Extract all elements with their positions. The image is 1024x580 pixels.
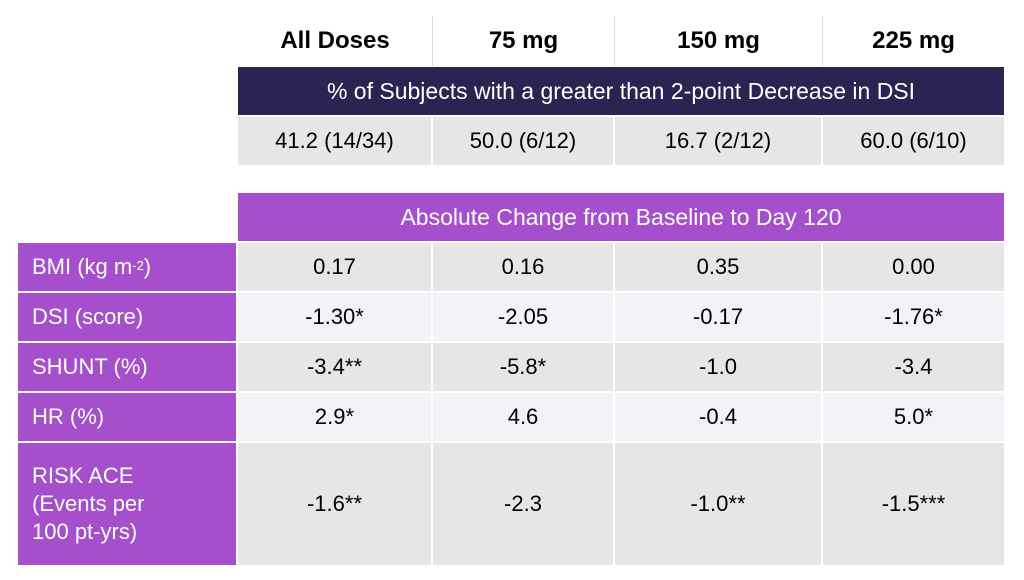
row-label-line: 100 pt-yrs) bbox=[32, 519, 138, 544]
cell-shunt-75: -5.8* bbox=[433, 343, 613, 391]
cell-bmi-all: 0.17 bbox=[238, 243, 431, 291]
cell-risk-all: -1.6** bbox=[238, 443, 431, 565]
cell-risk-150: -1.0** bbox=[615, 443, 821, 565]
row-label-bmi: BMI (kg m -2) bbox=[18, 243, 236, 291]
cell-hr-150: -0.4 bbox=[615, 393, 821, 441]
cell-dsi-150: -0.17 bbox=[615, 293, 821, 341]
header-225mg: 225 mg bbox=[822, 16, 1004, 66]
cell-bmi-225: 0.00 bbox=[823, 243, 1004, 291]
cell-dsi-75: -2.05 bbox=[433, 293, 613, 341]
row-label-text: BMI (kg m bbox=[32, 254, 133, 279]
section-title: Absolute Change from Baseline to Day 120 bbox=[238, 193, 1004, 241]
row-label-superscript: -2 bbox=[132, 257, 144, 273]
cell-shunt-all: -3.4** bbox=[238, 343, 431, 391]
cell-risk-225: -1.5*** bbox=[823, 443, 1004, 565]
cell-bmi-75: 0.16 bbox=[433, 243, 613, 291]
cell-dsi-all: -1.30* bbox=[238, 293, 431, 341]
cell-risk-75: -2.3 bbox=[433, 443, 613, 565]
row-label-line: RISK ACE bbox=[32, 463, 134, 488]
row-label-risk-ace: RISK ACE (Events per 100 pt-yrs) bbox=[18, 443, 236, 565]
cell-shunt-225: -3.4 bbox=[823, 343, 1004, 391]
row-label-suffix: ) bbox=[143, 254, 152, 279]
cell-dsi-225: -1.76* bbox=[823, 293, 1004, 341]
cell-shunt-150: -1.0 bbox=[615, 343, 821, 391]
row-label-line: (Events per bbox=[32, 491, 145, 516]
header-75mg: 75 mg bbox=[432, 16, 614, 66]
top-value-225mg: 60.0 (6/10) bbox=[823, 117, 1004, 165]
cell-bmi-150: 0.35 bbox=[615, 243, 821, 291]
top-value-75mg: 50.0 (6/12) bbox=[433, 117, 613, 165]
header-all-doses: All Doses bbox=[238, 16, 432, 66]
top-value-all-doses: 41.2 (14/34) bbox=[238, 117, 431, 165]
row-label-dsi: DSI (score) bbox=[18, 293, 236, 341]
header-150mg: 150 mg bbox=[614, 16, 822, 66]
cell-hr-all: 2.9* bbox=[238, 393, 431, 441]
top-value-150mg: 16.7 (2/12) bbox=[615, 117, 821, 165]
cell-hr-75: 4.6 bbox=[433, 393, 613, 441]
top-banner: % of Subjects with a greater than 2-poin… bbox=[238, 67, 1004, 115]
row-label-hr: HR (%) bbox=[18, 393, 236, 441]
row-label-shunt: SHUNT (%) bbox=[18, 343, 236, 391]
cell-hr-225: 5.0* bbox=[823, 393, 1004, 441]
